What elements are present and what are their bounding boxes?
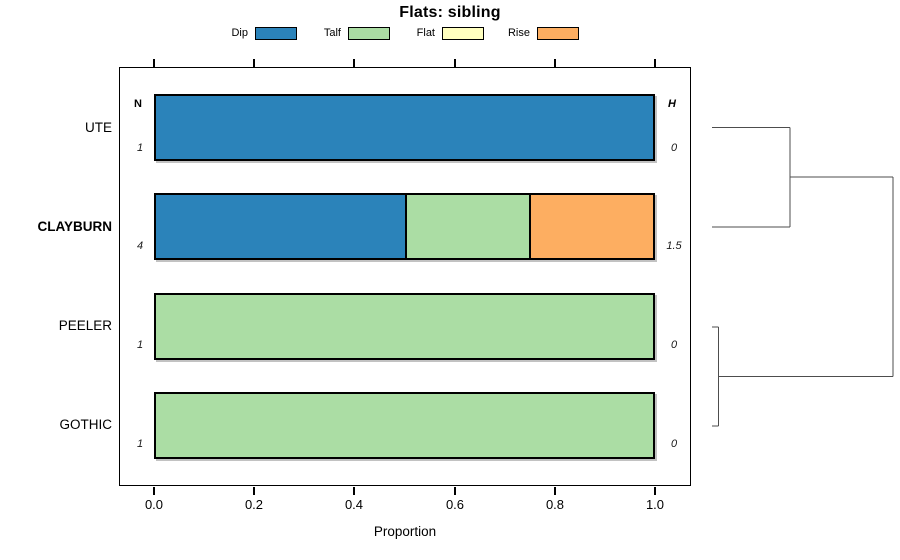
x-axis-tick — [153, 487, 155, 495]
legend-item-talf: Talf — [288, 24, 390, 42]
bar-segment-talf — [156, 295, 653, 358]
n-value-clayburn: 4 — [136, 240, 144, 252]
bar-segment-rise — [528, 195, 653, 258]
legend-swatch-flat — [442, 26, 484, 40]
bar-segment-dip — [156, 96, 653, 159]
x-axis-tick — [654, 487, 656, 495]
x-axis-tick-label: 0.0 — [144, 497, 164, 512]
x-axis-tick-top — [253, 59, 255, 67]
legend-swatch-rise — [537, 26, 579, 40]
legend-label-talf: Talf — [323, 27, 341, 39]
bar-clayburn — [154, 193, 655, 260]
legend-label-flat: Flat — [416, 27, 435, 39]
n-value-gothic: 1 — [136, 438, 144, 450]
bar-peeler — [154, 293, 655, 360]
bar-gothic — [154, 392, 655, 459]
x-axis-tick-top — [654, 59, 656, 67]
y-axis-label-clayburn: CLAYBURN — [37, 219, 112, 234]
legend-label-rise: Rise — [507, 27, 530, 39]
x-axis-tick-top — [554, 59, 556, 67]
h-value-peeler: 0 — [670, 339, 678, 351]
h-value-clayburn: 1.5 — [666, 240, 682, 252]
legend-label-dip: Dip — [231, 27, 248, 39]
legend-item-dip: Dip — [195, 24, 297, 42]
legend-swatch-talf — [348, 26, 390, 40]
plot-area — [119, 67, 691, 486]
h-value-gothic: 0 — [670, 438, 678, 450]
x-axis-tick — [554, 487, 556, 495]
h-column-header: H — [668, 98, 676, 110]
y-axis-label-gothic: GOTHIC — [59, 417, 113, 432]
x-axis-tick-label: 0.8 — [545, 497, 565, 512]
x-axis-tick-label: 0.6 — [445, 497, 465, 512]
n-column-header: N — [134, 98, 142, 110]
legend-item-rise: Rise — [477, 24, 579, 42]
y-axis-label-peeler: PEELER — [58, 318, 112, 333]
x-axis-tick-label: 1.0 — [645, 497, 665, 512]
chart-title: Flats: sibling — [399, 4, 501, 21]
x-axis-tick — [253, 487, 255, 495]
x-axis-tick — [353, 487, 355, 495]
x-axis-tick-top — [153, 59, 155, 67]
legend-item-flat: Flat — [382, 24, 484, 42]
y-axis-label-ute: UTE — [85, 120, 112, 135]
n-value-ute: 1 — [136, 142, 144, 154]
bar-segment-talf — [404, 195, 529, 258]
legend-swatch-dip — [255, 26, 297, 40]
n-value-peeler: 1 — [136, 339, 144, 351]
x-axis-tick-label: 0.4 — [344, 497, 364, 512]
x-axis-tick-top — [353, 59, 355, 67]
x-axis-tick-top — [454, 59, 456, 67]
x-axis-title: Proportion — [373, 524, 437, 539]
x-axis-tick-label: 0.2 — [244, 497, 264, 512]
bar-ute — [154, 94, 655, 161]
bar-segment-dip — [156, 195, 405, 258]
x-axis-tick — [454, 487, 456, 495]
h-value-ute: 0 — [670, 142, 678, 154]
bar-segment-talf — [156, 394, 653, 457]
